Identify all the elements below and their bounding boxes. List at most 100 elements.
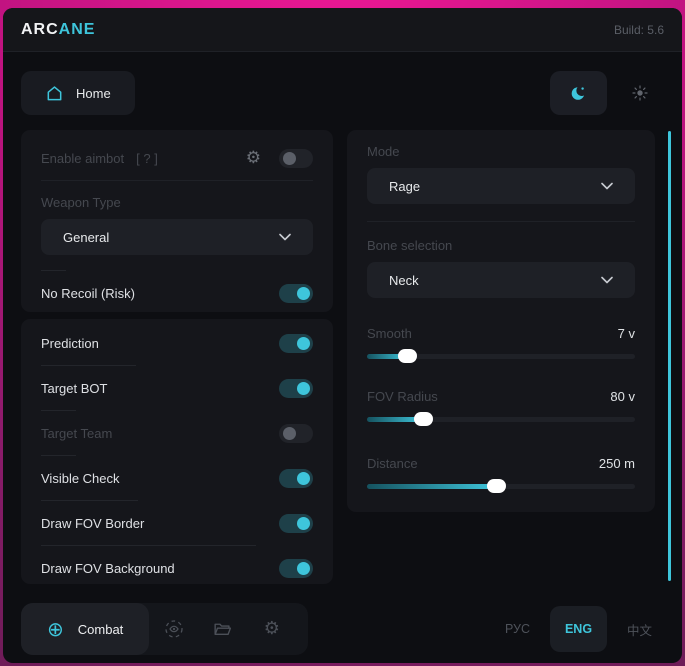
no-recoil-toggle[interactable] [279, 283, 313, 303]
fov-radius-value: 80 v [610, 389, 635, 404]
smooth-slider[interactable] [367, 349, 635, 363]
chevron-down-icon [601, 182, 613, 190]
mode-dropdown[interactable]: Rage [367, 168, 635, 204]
smooth-value: 7 v [617, 326, 635, 341]
enable-aimbot-row: Enable aimbot [ ? ] ⚙ [41, 136, 313, 180]
target-bot-toggle[interactable] [279, 378, 313, 398]
weapon-type-value: General [63, 229, 110, 245]
divider [41, 545, 256, 546]
fov-radius-slider-head: FOV Radius 80 v [367, 389, 635, 404]
distance-slider[interactable] [367, 479, 635, 493]
divider [41, 410, 76, 411]
draw-fov-border-toggle[interactable] [279, 513, 313, 533]
divider [41, 455, 76, 456]
toggle-row: Target BOT [41, 366, 313, 410]
distance-slider-head: Distance 250 m [367, 456, 635, 471]
category-tabs: ⊕ Combat ⚙ [21, 603, 309, 655]
bone-selection-value: Neck [389, 272, 419, 288]
chevron-down-icon [279, 233, 291, 241]
aimbot-settings-gear-icon[interactable]: ⚙ [245, 147, 261, 168]
bone-selection-label: Bone selection [367, 238, 453, 253]
divider [41, 180, 313, 181]
target-bot-label: Target BOT [41, 380, 108, 396]
fov-radius-slider-fill [367, 417, 424, 422]
visible-check-toggle[interactable] [279, 468, 313, 488]
light-mode-button[interactable] [611, 71, 668, 115]
enable-aimbot-toggle[interactable] [279, 148, 313, 168]
toggle-row: Prediction [41, 321, 313, 365]
divider [41, 500, 138, 501]
enable-aimbot-label: Enable aimbot [41, 150, 125, 166]
folder-icon [214, 623, 232, 635]
chevron-down-icon [601, 276, 613, 284]
draw-fov-background-toggle[interactable] [279, 558, 313, 578]
settings-tab[interactable]: ⚙ [247, 603, 296, 655]
language-rus-label: РУС [504, 622, 531, 636]
prediction-toggle[interactable] [279, 333, 313, 353]
brand-primary: ARC [21, 20, 59, 38]
divider [41, 270, 66, 271]
weapon-type-label: Weapon Type [41, 195, 121, 210]
home-tab-label: Home [76, 85, 111, 101]
prediction-label: Prediction [41, 335, 99, 351]
distance-slider-fill [367, 484, 496, 489]
enable-aimbot-hint: [ ? ] [136, 150, 158, 166]
app-window: ARCANE Build: 5.6 Home [3, 8, 682, 663]
aimbot-card: Enable aimbot [ ? ] ⚙ Weapon Type Genera… [21, 130, 333, 312]
combat-tab[interactable]: ⊕ Combat [21, 603, 150, 655]
bone-selection-dropdown[interactable]: Neck [367, 262, 635, 298]
crosshair-icon: ⊕ [47, 617, 64, 641]
distance-label: Distance [367, 456, 418, 471]
no-recoil-row: No Recoil (Risk) [41, 271, 313, 315]
target-team-label: Target Team [41, 425, 113, 441]
mode-settings-card: Mode Rage Bone selection Neck Smooth 7 v [347, 130, 655, 512]
divider [367, 221, 635, 222]
language-rus[interactable]: РУС [489, 606, 546, 652]
toggle-row: Draw FOV Border [41, 501, 313, 545]
nav-row: Home [21, 71, 668, 115]
fov-radius-slider-knob[interactable] [414, 412, 434, 426]
mode-label: Mode [367, 144, 400, 159]
sun-icon [631, 85, 648, 101]
brand-accent: ANE [58, 20, 96, 38]
home-icon [47, 85, 62, 100]
draw-fov-border-label: Draw FOV Border [41, 515, 145, 531]
moon-icon [571, 85, 587, 100]
language-zh[interactable]: 中文 [611, 606, 668, 652]
combat-tab-label: Combat [77, 621, 124, 637]
fov-radius-label: FOV Radius [367, 389, 438, 404]
weapon-type-dropdown[interactable]: General [41, 219, 313, 255]
target-team-toggle[interactable] [279, 423, 313, 443]
title-bar: ARCANE Build: 5.6 [3, 8, 682, 52]
visuals-tab[interactable] [149, 603, 198, 655]
no-recoil-label: No Recoil (Risk) [41, 285, 135, 301]
language-eng-label: ENG [564, 622, 593, 636]
configs-tab[interactable] [198, 603, 247, 655]
distance-slider-knob[interactable] [486, 479, 506, 493]
toggle-row: Visible Check [41, 456, 313, 500]
left-column: Enable aimbot [ ? ] ⚙ Weapon Type Genera… [21, 130, 333, 584]
gear-icon: ⚙ [263, 618, 280, 639]
build-version: Build: 5.6 [613, 22, 664, 37]
dark-mode-button[interactable] [550, 71, 607, 115]
content-area: Enable aimbot [ ? ] ⚙ Weapon Type Genera… [21, 130, 655, 584]
smooth-slider-fill [367, 354, 408, 359]
smooth-slider-head: Smooth 7 v [367, 326, 635, 341]
language-eng[interactable]: ENG [550, 606, 607, 652]
scrollbar[interactable] [668, 131, 671, 581]
language-switcher: РУС ENG 中文 [489, 606, 668, 652]
app-logo: ARCANE [21, 21, 95, 39]
divider [41, 365, 136, 366]
language-zh-label: 中文 [626, 623, 652, 638]
mode-value: Rage [389, 178, 421, 194]
theme-switcher [550, 71, 668, 115]
eye-scan-icon [165, 620, 183, 638]
smooth-slider-knob[interactable] [398, 349, 418, 363]
toggle-row: Target Team [41, 411, 313, 455]
footer-bar: ⊕ Combat ⚙ РУС [21, 603, 668, 655]
distance-value: 250 m [598, 456, 635, 471]
fov-radius-slider[interactable] [367, 412, 635, 426]
toggle-row: Draw FOV Background [41, 546, 313, 584]
aim-options-card: Prediction Target BOT Target Team Visibl… [21, 319, 333, 584]
home-tab[interactable]: Home [21, 71, 135, 115]
